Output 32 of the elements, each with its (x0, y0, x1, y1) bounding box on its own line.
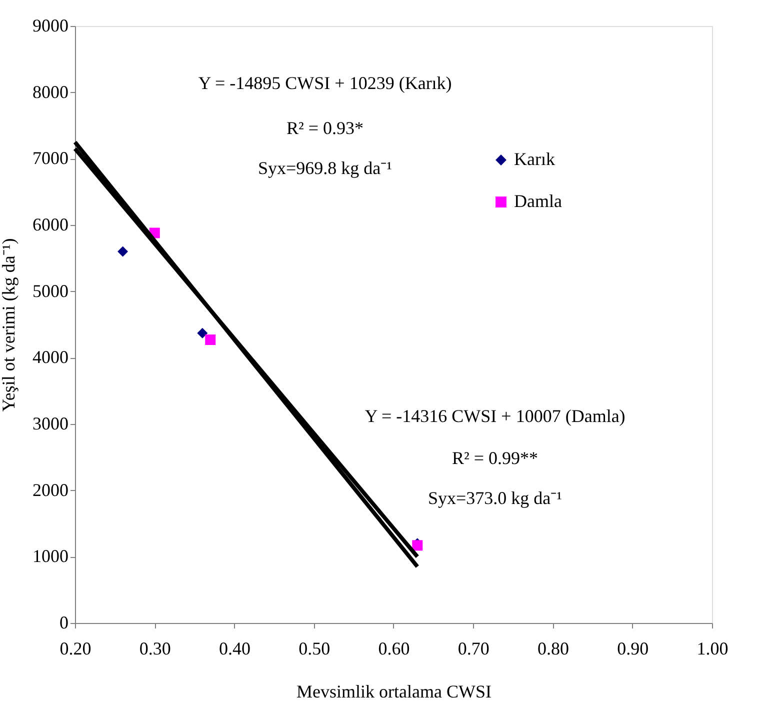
annotation: Y = -14895 CWSI + 10239 (Karık) (198, 73, 452, 93)
y-tick-label: 5000 (32, 280, 68, 301)
y-tick-label: 2000 (32, 480, 68, 500)
point (118, 246, 128, 257)
y-tick-label: 7000 (32, 148, 68, 168)
x-tick-label: 0.50 (298, 638, 330, 658)
x-tick-label: 0.60 (378, 638, 410, 658)
annotation: Y = -14316 CWSI + 10007 (Damla) (364, 406, 626, 426)
y-tick-label: 8000 (32, 82, 68, 102)
annotation: R² = 0.99** (452, 448, 538, 468)
y-axis-title: Yeşil ot verimi (kg da⁻¹) (0, 238, 18, 412)
point (197, 328, 208, 338)
y-tick-label: 0 (60, 612, 68, 632)
annotation: Syx=969.8 kg da⁻¹ (258, 158, 392, 178)
y-tick-label: 9000 (32, 16, 68, 36)
annotation: Syx=373.0 kg da⁻¹ (428, 488, 562, 508)
x-tick-label: 1.00 (696, 638, 728, 658)
y-tick-label: 4000 (32, 347, 68, 368)
y-tick-label: 1000 (32, 546, 68, 566)
x-tick-label: 0.80 (538, 638, 569, 658)
point (205, 334, 216, 345)
annotation: R² = 0.93* (286, 118, 364, 138)
x-tick-label: 0.90 (617, 638, 649, 658)
legend-label: Karık (514, 149, 555, 169)
y-tick-label: 3000 (32, 414, 68, 434)
x-axis-title: Mevsimlik ortalama CWSI (296, 682, 492, 702)
legend-label: Damla (514, 191, 562, 211)
x-tick-label: 0.20 (60, 638, 92, 658)
x-tick-label: 0.40 (219, 638, 250, 658)
x-tick-label: 0.70 (458, 638, 490, 658)
x-tick-label: 0.30 (139, 638, 171, 658)
y-tick-label: 6000 (32, 214, 68, 234)
